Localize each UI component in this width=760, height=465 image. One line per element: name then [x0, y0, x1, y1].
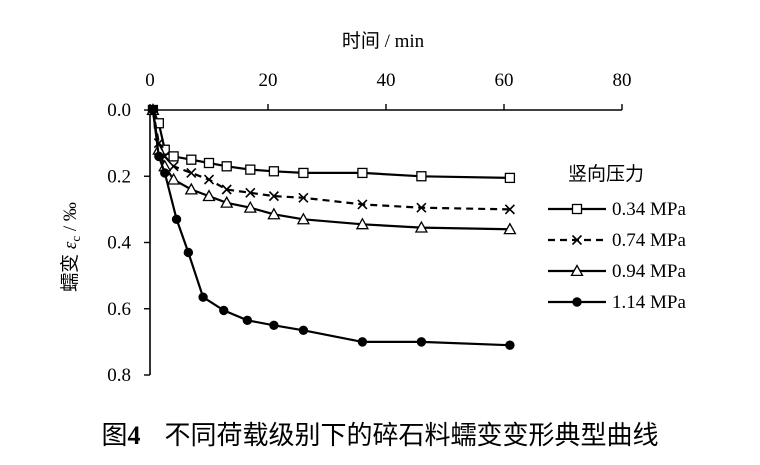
data-point-stroke	[298, 192, 309, 203]
legend-item: 0.34 MPa	[548, 199, 686, 220]
data-point	[203, 174, 215, 185]
data-point	[221, 161, 232, 172]
y-axis-title: 蠕变 εc / ‰	[59, 202, 83, 292]
data-point	[416, 337, 427, 347]
data-point-stroke	[268, 191, 279, 202]
data-point	[504, 172, 516, 184]
data-point	[269, 320, 279, 331]
data-point	[357, 167, 368, 179]
data-point	[268, 166, 280, 177]
legend-label: 1.14 MPa	[612, 292, 686, 313]
legend-label: 0.74 MPa	[612, 230, 686, 251]
series-1-14-MPa	[148, 105, 515, 350]
x-tick-label: 0	[145, 70, 155, 91]
legend-item: 0.74 MPa	[548, 230, 686, 251]
legend-label: 0.94 MPa	[612, 261, 686, 282]
y-tick-label: 0.8	[107, 365, 131, 386]
chart-series	[146, 103, 517, 350]
data-point	[154, 151, 164, 162]
data-point	[571, 234, 583, 246]
figure-caption: 图4 不同荷载级别下的碎石料蠕变变形典型曲线	[101, 421, 658, 450]
data-point	[503, 222, 517, 235]
data-point	[416, 202, 427, 213]
data-point	[296, 212, 311, 225]
data-point	[571, 203, 583, 215]
data-point	[572, 297, 582, 307]
data-point	[198, 292, 208, 302]
data-point	[298, 325, 309, 335]
x-tick-label: 20	[259, 70, 278, 91]
data-point	[202, 189, 216, 202]
data-point	[184, 182, 198, 195]
data-point-stroke	[571, 234, 583, 246]
data-point	[267, 207, 281, 220]
series-0-34-MPa	[147, 104, 516, 184]
series-0-94-MPa	[146, 103, 517, 235]
legend-item: 0.94 MPa	[548, 261, 686, 282]
data-point	[203, 157, 215, 169]
data-point	[245, 187, 256, 198]
y-axis-title-prefix: 蠕变	[59, 249, 81, 292]
data-point	[168, 151, 179, 162]
data-point	[221, 184, 232, 195]
data-point	[357, 337, 368, 347]
data-point	[504, 204, 515, 215]
caption-text: 不同荷载级别下的碎石料蠕变变形典型曲线	[165, 421, 659, 450]
y-axis-title-suffix: / ‰	[60, 202, 81, 236]
y-tick-label: 0.0	[107, 100, 131, 121]
data-point	[245, 164, 256, 175]
x-tick-label: 60	[495, 70, 514, 91]
data-point	[243, 200, 257, 213]
legend-item: 1.14 MPa	[548, 292, 686, 313]
legend-title: 竖向压力	[568, 163, 644, 185]
data-point	[148, 105, 158, 115]
series-line	[151, 109, 510, 231]
data-point	[186, 167, 197, 179]
y-tick-label: 0.4	[107, 233, 131, 254]
y-tick-label: 0.2	[107, 166, 131, 187]
data-point-stroke	[203, 174, 215, 185]
data-point	[183, 247, 194, 258]
data-point	[171, 214, 182, 225]
data-point	[570, 264, 584, 277]
data-point-stroke	[186, 167, 197, 179]
data-point	[414, 220, 429, 233]
y-axis-title-subscript: c	[68, 236, 83, 242]
x-axis-title: 时间 / min	[342, 30, 425, 52]
x-tick-label: 40	[377, 70, 396, 91]
series-0-74-MPa	[147, 104, 515, 215]
data-point	[268, 191, 279, 202]
data-point	[166, 172, 181, 185]
x-tick-label: 80	[613, 70, 632, 91]
data-point	[219, 305, 229, 316]
data-point	[298, 167, 309, 179]
chart-legend: 0.34 MPa 0.74 MPa 0.94 MPa 1.14 MPa	[548, 199, 686, 313]
chart-axes: 0 20 40 60 80 0.0 0.2 0.4 0.6 0.8	[107, 70, 631, 386]
data-point	[298, 192, 309, 203]
data-point-stroke	[416, 202, 427, 213]
data-point-stroke	[357, 199, 368, 210]
data-point-stroke	[245, 187, 256, 198]
data-point	[355, 217, 370, 230]
data-point	[186, 154, 197, 165]
data-point	[416, 171, 427, 182]
data-point	[242, 315, 253, 326]
caption-label: 图	[101, 421, 127, 450]
data-point-stroke	[221, 184, 232, 195]
data-point	[220, 195, 234, 208]
y-tick-label: 0.6	[107, 299, 131, 320]
caption-number: 4	[128, 421, 141, 450]
data-point-stroke	[168, 161, 179, 172]
data-point-stroke	[504, 204, 515, 215]
data-point	[357, 199, 368, 210]
legend-label: 0.34 MPa	[612, 199, 686, 220]
data-point	[160, 168, 170, 178]
data-point	[505, 340, 515, 350]
y-axis-title-symbol: ε	[60, 241, 81, 249]
data-point	[168, 161, 179, 172]
